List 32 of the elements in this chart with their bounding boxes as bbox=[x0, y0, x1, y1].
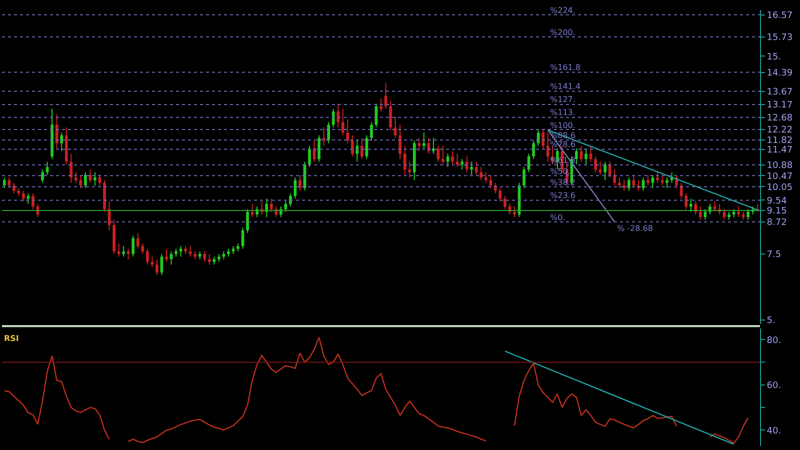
y-tick-label: 15. bbox=[766, 52, 782, 62]
y-tick-label: 11.47 bbox=[766, 145, 793, 156]
y-tick-label: 12.68 bbox=[766, 114, 793, 124]
y-tick-label: 12.22 bbox=[766, 126, 793, 136]
annotation: %100. bbox=[550, 121, 576, 130]
y-tick-label: 8.72 bbox=[766, 218, 787, 228]
annotation: % -28.68 bbox=[617, 224, 653, 233]
y-tick-label: 40. bbox=[766, 426, 782, 436]
y-tick-label: 5. bbox=[766, 316, 776, 326]
annotation: %161.8 bbox=[550, 63, 581, 72]
y-tick-label: 9.15 bbox=[766, 206, 787, 217]
y-tick-label: 13.67 bbox=[766, 87, 793, 98]
y-tick-label: 10.88 bbox=[766, 161, 793, 171]
annotation: %127. bbox=[550, 95, 576, 104]
y-tick-label: 60. bbox=[766, 381, 782, 392]
y-tick-label: 13.17 bbox=[766, 100, 793, 111]
y-tick-label: 16.57 bbox=[766, 10, 793, 21]
y-tick-label: 11.82 bbox=[766, 136, 793, 146]
annotation: %23.6 bbox=[550, 191, 576, 200]
annotation: %0. bbox=[550, 213, 566, 222]
y-tick-label: 80. bbox=[766, 336, 782, 346]
y-tick-label: 14.39 bbox=[766, 68, 793, 78]
y-tick-label: 10.05 bbox=[766, 182, 793, 193]
annotation: %113. bbox=[550, 108, 576, 117]
annotation: %200. bbox=[550, 28, 576, 37]
annotation: %224. bbox=[550, 6, 576, 15]
annotation: %141.4 bbox=[550, 82, 581, 91]
y-tick-label: 15.73 bbox=[766, 33, 793, 44]
y-tick-label: 9.54 bbox=[766, 196, 788, 206]
text: RSI bbox=[4, 334, 19, 343]
y-tick-label: 10.47 bbox=[766, 172, 793, 182]
y-tick-label: 7.5 bbox=[766, 250, 782, 260]
